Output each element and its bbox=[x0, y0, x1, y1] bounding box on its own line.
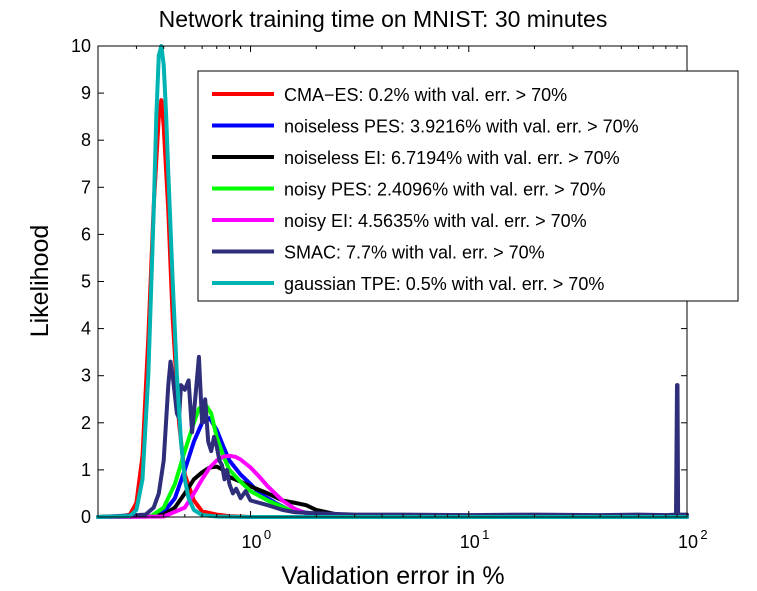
y-axis-label: Likelihood bbox=[26, 225, 54, 338]
x-tick-exponent-0: 0 bbox=[264, 527, 271, 542]
x-tick-label-2: 10 bbox=[678, 532, 698, 552]
y-tick-label-0: 0 bbox=[81, 507, 91, 527]
y-tick-label-9: 9 bbox=[81, 83, 91, 103]
y-tick-label-5: 5 bbox=[81, 272, 91, 292]
x-tick-exponent-1: 1 bbox=[482, 527, 489, 542]
legend-entry-2: noiseless EI: 6.7194% with val. err. > 7… bbox=[284, 148, 620, 168]
legend-box bbox=[197, 70, 739, 302]
legend-entry-3: noisy PES: 2.4096% with val. err. > 70% bbox=[284, 180, 606, 200]
x-axis-label: Validation error in % bbox=[281, 562, 504, 590]
legend-entry-4: noisy EI: 4.5635% with val. err. > 70% bbox=[284, 211, 587, 231]
x-tick-label-0: 10 bbox=[242, 532, 262, 552]
y-tick-label-7: 7 bbox=[81, 177, 91, 197]
legend-entry-6: gaussian TPE: 0.5% with val. err. > 70% bbox=[284, 274, 604, 294]
legend: CMA−ES: 0.2% with val. err. > 70% noisele… bbox=[197, 70, 739, 302]
chart-title: Network training time on MNIST: 30 minut… bbox=[159, 6, 608, 32]
y-tick-label-1: 1 bbox=[81, 460, 91, 480]
y-tick-label-3: 3 bbox=[81, 366, 91, 386]
y-tick-label-6: 6 bbox=[81, 224, 91, 244]
y-tick-label-10: 10 bbox=[71, 36, 91, 56]
series-layer bbox=[96, 44, 689, 519]
series-line-6 bbox=[96, 44, 689, 519]
x-tick-exponent-2: 2 bbox=[700, 527, 707, 542]
y-tick-label-2: 2 bbox=[81, 413, 91, 433]
legend-entry-5: SMAC: 7.7% with val. err. > 70% bbox=[284, 243, 545, 263]
series-line-5 bbox=[96, 354, 689, 519]
y-tick-label-8: 8 bbox=[81, 130, 91, 150]
legend-entry-1: noiseless PES: 3.9216% with val. err. > … bbox=[284, 117, 639, 137]
legend-entry-0: CMA−ES: 0.2% with val. err. > 70% bbox=[284, 85, 567, 105]
x-tick-label-1: 10 bbox=[460, 532, 480, 552]
y-tick-label-4: 4 bbox=[81, 319, 91, 339]
